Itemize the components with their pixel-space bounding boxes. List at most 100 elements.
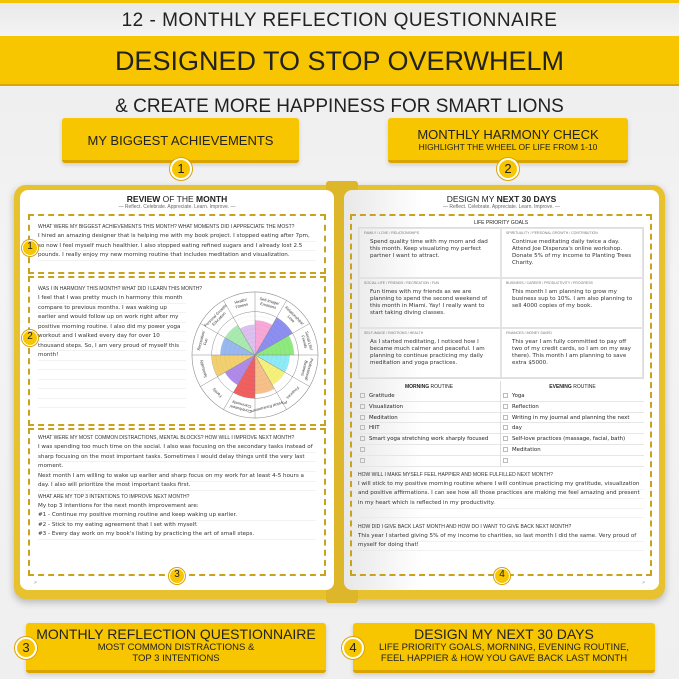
checkbox[interactable] [360,436,365,442]
question-happier: How will I make myself feel happier and … [358,471,553,478]
routine-label: Self-love practices (massage, facial, ba… [512,436,626,443]
checkbox[interactable] [360,446,365,452]
intention-line[interactable]: #2 - Stick to my eating agreement that I… [38,520,316,530]
morning-routine-item[interactable]: Smart yoga stretching work sharply focus… [358,434,500,445]
routines: MORNING ROUTINE Gratitude Visualization Me… [358,381,644,467]
goal-category: Spirituality / Personal Growth / Contrib… [506,231,598,235]
wheel-scale-ring [237,337,273,373]
page-marker: > [34,580,37,586]
checkbox[interactable] [503,457,508,463]
checkbox[interactable] [503,436,508,442]
checkbox[interactable] [360,403,365,409]
morning-routine-item[interactable] [358,445,500,456]
wheel-segment[interactable] [233,355,255,399]
checkbox[interactable] [360,457,365,463]
wheel-segment[interactable] [255,335,294,356]
wheel-segment[interactable] [224,355,255,386]
intention-line[interactable]: #3 - Every day work on my book's listing… [38,530,316,540]
wheel-segment[interactable] [255,355,286,386]
answer-improve[interactable]: Next month I am willing to wake up earli… [38,471,316,491]
routine-label: HIIT [369,425,380,432]
evening-routine-item[interactable]: day [501,423,644,435]
wheel-label-line: Family [211,387,223,399]
morning-routine: MORNING ROUTINE Gratitude Visualization Me… [358,381,501,467]
morning-routine-item[interactable] [358,456,500,467]
wheel-label: Health/Fitness [234,297,250,310]
goal-text: This year I am fully committed to pay of… [512,339,631,366]
wheel-label-line: Contribution/ [228,404,252,415]
evening-routine-item[interactable]: Reflection [501,402,644,413]
wheel-segment[interactable] [255,317,293,355]
routine-label: day [512,425,522,432]
wheel-segment[interactable] [220,337,255,355]
goal-category: Social Life / Friends / Recreation / Fun [364,281,440,285]
goal-text: Continue meditating daily twice a day. A… [512,239,632,266]
wheel-scale-ring [228,328,282,382]
goal-cell[interactable]: Self-Image / Emotions / Health As I start… [359,328,501,378]
wheel-of-life[interactable]: Self-Image/Emotions Relationships/LoveSoc… [190,286,320,424]
evening-routine-item[interactable]: Meditation [501,445,644,456]
wheel-label: Self-Image/Emotions [258,296,281,311]
wheel-label: Family [211,387,223,399]
evening-routine-item[interactable] [501,456,644,467]
wheel-segment[interactable] [239,324,255,355]
callout-subtitle: MOST COMMON DISTRACTIONS & [97,642,255,653]
wheel-scale-ring [241,341,269,369]
routine-label: Visualization [369,403,404,410]
wheel-scale-ring [233,333,277,377]
answer-achievements[interactable]: I hired an amazing designer that is help… [38,232,316,261]
wheel-scale-ring [250,350,260,360]
goal-cell[interactable]: Social Life / Friends / Recreation / Fun… [359,278,501,328]
callout-title: MY BIGGEST ACHIEVEMENTS [87,133,274,148]
checkbox[interactable] [503,446,508,452]
goal-cell[interactable]: Finances / Money Saved This year I am ful… [501,328,643,378]
goal-category: Family / Love / Relationships [364,231,420,235]
morning-routine-item[interactable]: Meditation [358,413,500,424]
answer-distractions[interactable]: I was spending too much time on the soci… [38,443,316,472]
badge-1: 1 [170,158,192,180]
answer-give-back[interactable]: This year I started giving 5% of my inco… [358,531,644,560]
callout-2: MONTHLY HARMONY CHECK HIGHLIGHT THE WHEE… [388,118,628,163]
answer-harmony[interactable]: I feel that I was pretty much in harmony… [38,294,186,412]
evening-routine: EVENING ROUTINE Yoga Reflection Writing in… [501,381,644,467]
wheel-divider [254,354,287,410]
wheel-label-line: Health/ [234,297,248,305]
wheel-segment[interactable] [255,320,273,355]
goal-cell[interactable]: Family / Love / Relationships Spend quali… [359,228,501,278]
routine-label: Reflection [512,403,539,410]
wheel-segment[interactable] [255,355,290,373]
checkbox[interactable] [360,425,365,431]
left-page-title: REVIEW OF THE MONTH [126,194,228,204]
morning-routine-item[interactable]: Gratitude [358,391,500,402]
checkbox[interactable] [503,425,508,431]
header-banner: DESIGNED TO STOP OVERWHELM [0,36,679,86]
wheel-segment[interactable] [255,355,275,394]
wheel-divider [254,354,310,387]
callout-4: DESIGN MY NEXT 30 DAYS LIFE PRIORITY GOA… [353,623,655,673]
evening-routine-item[interactable]: Self-love practices (massage, facial, ba… [501,434,644,445]
wheel-label-line: Emotions [260,301,277,310]
checkbox[interactable] [360,393,365,398]
morning-routine-item[interactable]: Visualization [358,402,500,413]
life-priority-goals: Family / Love / Relationships Spend quali… [358,227,644,379]
evening-routine-item[interactable]: Writing in my journal and planning the n… [501,413,644,424]
routine-label: Meditation [369,414,398,421]
header-line-3: & CREATE MORE HAPPINESS FOR SMART LIONS [115,96,564,117]
wheel-segment[interactable] [224,324,255,355]
routine-label: Yoga [512,393,525,399]
wheel-segment[interactable] [211,355,255,377]
checkbox[interactable] [503,403,508,409]
wheel-label-line: Love [286,314,296,324]
checkbox[interactable] [503,414,508,420]
evening-routine-item[interactable]: Yoga [501,391,644,402]
goal-cell[interactable]: Business / Career / Productivity / Progr… [501,278,643,328]
goal-cell[interactable]: Spirituality / Personal Growth / Contrib… [501,228,643,278]
intention-line[interactable]: My top 3 intentions for the next month i… [38,501,316,511]
wheel-label: Professional/Business [299,357,314,382]
answer-happier[interactable]: I will stick to my positive morning rout… [358,479,644,518]
checkbox[interactable] [503,393,508,398]
intention-line[interactable]: #1 - Continue my positive morning routin… [38,511,316,521]
morning-routine-item[interactable]: HIIT [358,423,500,435]
checkbox[interactable] [360,414,365,420]
question-intentions: What are my top 3 intentions to improve … [38,493,190,500]
